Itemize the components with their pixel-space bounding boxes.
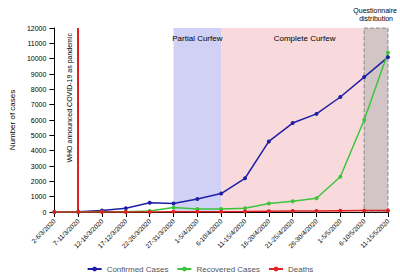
svg-text:WHO announced COVID-19 as pand: WHO announced COVID-19 as pandemic <box>66 33 74 163</box>
svg-text:2-6/3/2020: 2-6/3/2020 <box>30 217 57 245</box>
svg-text:7000: 7000 <box>31 101 47 108</box>
svg-text:Questionnaire: Questionnaire <box>353 7 399 15</box>
svg-text:6-10/4/2020: 6-10/4/2020 <box>194 217 224 247</box>
svg-text:6000: 6000 <box>31 117 47 124</box>
svg-text:10000: 10000 <box>27 55 47 62</box>
svg-text:22-26/3/2020: 22-26/3/2020 <box>120 217 153 250</box>
svg-text:27-31/3/2020: 27-31/3/2020 <box>144 217 176 249</box>
svg-text:26-30/4/2020: 26-30/4/2020 <box>287 217 319 249</box>
svg-text:12000: 12000 <box>27 25 47 32</box>
svg-text:0: 0 <box>42 209 46 216</box>
svg-text:21-25/4/2020: 21-25/4/2020 <box>263 217 296 250</box>
svg-text:1-5/5/2020: 1-5/5/2020 <box>315 217 343 245</box>
svg-text:Partial Curfew: Partial Curfew <box>172 34 222 43</box>
svg-text:Deaths: Deaths <box>288 265 313 274</box>
svg-text:4000: 4000 <box>31 147 47 154</box>
svg-text:5000: 5000 <box>31 132 47 139</box>
svg-text:Confirmed Cases: Confirmed Cases <box>107 265 169 274</box>
svg-text:3000: 3000 <box>31 163 47 170</box>
svg-text:2000: 2000 <box>31 178 47 185</box>
svg-text:9000: 9000 <box>31 71 47 78</box>
svg-text:8000: 8000 <box>31 86 47 93</box>
svg-text:Complete Curfew: Complete Curfew <box>274 34 336 43</box>
svg-text:distribution: distribution <box>359 15 393 22</box>
svg-text:Recovered Cases: Recovered Cases <box>196 265 260 274</box>
svg-text:1-5/4/2020: 1-5/4/2020 <box>172 217 200 245</box>
svg-text:6-10/5/2020: 6-10/5/2020 <box>337 217 367 247</box>
svg-text:11000: 11000 <box>27 40 46 47</box>
svg-text:1000: 1000 <box>31 193 47 200</box>
svg-text:7-11/3/2020: 7-11/3/2020 <box>51 217 81 247</box>
svg-text:16-20/4/2020: 16-20/4/2020 <box>239 217 272 250</box>
svg-text:Number of cases: Number of cases <box>8 90 17 150</box>
svg-text:11-15/4/2020: 11-15/4/2020 <box>215 217 248 250</box>
svg-text:17-12/3/2020: 17-12/3/2020 <box>96 217 129 250</box>
svg-text:12-16/3/2020: 12-16/3/2020 <box>72 217 105 250</box>
svg-text:11-15/5/2020: 11-15/5/2020 <box>359 217 391 249</box>
